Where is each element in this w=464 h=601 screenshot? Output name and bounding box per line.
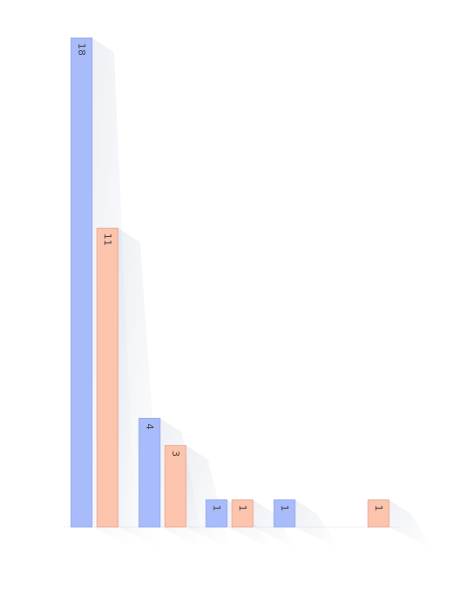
bar-shadow — [389, 499, 433, 549]
bar-value-label: 1 — [279, 505, 290, 511]
bar[interactable] — [70, 37, 93, 528]
bar-value-label: 1 — [373, 505, 384, 511]
bar-value-label: 4 — [144, 423, 155, 429]
bar[interactable] — [205, 499, 228, 528]
bar-value-label: 11 — [102, 233, 113, 246]
bar[interactable] — [96, 227, 119, 528]
bar[interactable] — [231, 499, 254, 528]
bar-value-label: 1 — [237, 505, 248, 511]
bars — [70, 37, 390, 528]
bar-value-label: 1 — [211, 505, 222, 511]
bar[interactable] — [367, 499, 390, 528]
bar-shadow — [295, 499, 339, 549]
bar[interactable] — [273, 499, 296, 528]
bar[interactable] — [164, 445, 187, 528]
bar[interactable] — [138, 417, 161, 528]
bar-value-label: 3 — [170, 451, 181, 457]
bar-value-label: 18 — [76, 43, 87, 56]
